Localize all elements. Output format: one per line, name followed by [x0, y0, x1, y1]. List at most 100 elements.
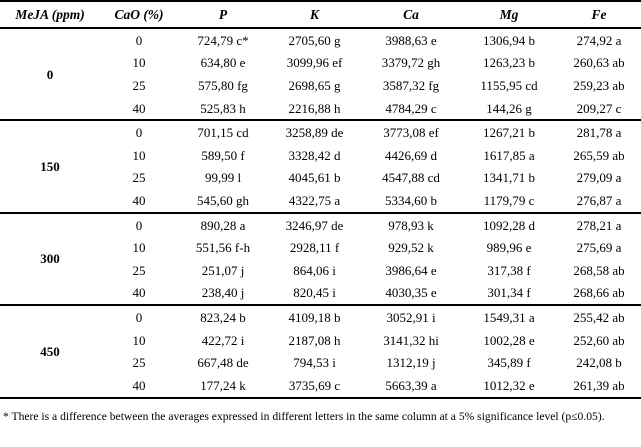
cell-p: 890,28 a: [200, 217, 246, 233]
table-row: 10 551,56 f-h 2928,11 f 929,52 k 989,96 …: [0, 236, 641, 259]
cell-p: 823,24 b: [200, 309, 246, 325]
cell-fe: 242,08 b: [576, 355, 622, 371]
cell-mg: 1002,28 e: [483, 332, 535, 348]
cell-mg: 1306,94 b: [483, 32, 535, 48]
cell-fe: 265,59 ab: [573, 147, 625, 163]
cell-ca: 4547,88 cd: [382, 170, 440, 186]
cell-mg: 345,89 f: [487, 355, 531, 371]
cell-cao: 10: [132, 55, 146, 71]
table-row: 450 0 823,24 b 4109,18 b 3052,91 i 1549,…: [0, 305, 641, 358]
cell-ca: 3988,63 e: [385, 32, 437, 48]
cell-ca: 5663,39 a: [385, 377, 437, 393]
cell-k: 4322,75 a: [288, 192, 341, 208]
cell-fe: 268,58 ab: [573, 262, 625, 278]
cell-p: 701,15 cd: [197, 125, 249, 141]
cell-mg: 1549,31 a: [483, 309, 535, 325]
cell-mg: 317,38 f: [487, 262, 531, 278]
cell-cao: 40: [132, 377, 146, 393]
meja-group-label-300: 300: [40, 251, 60, 267]
cell-ca: 3141,32 hi: [383, 332, 439, 348]
cell-fe: 274,92 a: [576, 32, 622, 48]
cell-k: 2187,08 h: [288, 332, 341, 348]
cell-ca: 1312,19 j: [386, 355, 436, 371]
significance-footnote: * There is a difference between the aver…: [3, 409, 605, 423]
cell-p: 575,80 fg: [198, 77, 248, 93]
table-row: 25 667,48 de 794,53 i 1312,19 j 345,89 f…: [0, 351, 641, 374]
cell-cao: 0: [135, 217, 143, 233]
cell-k: 820,45 i: [293, 285, 336, 301]
table-row: 300 0 890,28 a 3246,97 de 978,93 k 1092,…: [0, 212, 641, 265]
cell-k: 2216,88 h: [288, 100, 341, 116]
cell-ca: 929,52 k: [388, 240, 434, 256]
cell-k: 864,06 i: [293, 262, 336, 278]
cell-p: 589,50 f: [201, 147, 245, 163]
col-header-mg: Mg: [461, 1, 557, 29]
cell-k: 794,53 i: [293, 355, 336, 371]
cell-ca: 3986,64 e: [385, 262, 437, 278]
cell-fe: 275,69 a: [576, 240, 622, 256]
cell-p: 545,60 gh: [197, 192, 249, 208]
col-header-cao: CaO (%): [100, 1, 178, 29]
cell-cao: 25: [132, 170, 146, 186]
cell-p: 99,99 l: [204, 170, 242, 186]
table-row: 25 99,99 l 4045,61 b 4547,88 cd 1341,71 …: [0, 167, 641, 190]
cell-cao: 25: [132, 262, 146, 278]
header-row: MeJA (ppm) CaO (%) P K Ca Mg Fe: [0, 1, 641, 29]
cell-ca: 5334,60 b: [385, 192, 437, 208]
cell-k: 3258,89 de: [285, 125, 344, 141]
cell-fe: 279,09 a: [576, 170, 622, 186]
cell-k: 3246,97 de: [285, 217, 344, 233]
cell-ca: 978,93 k: [388, 217, 434, 233]
table-row: 10 589,50 f 3328,42 d 4426,69 d 1617,85 …: [0, 144, 641, 167]
cell-mg: 301,34 f: [487, 285, 531, 301]
cell-fe: 281,78 a: [576, 125, 622, 141]
cell-k: 3328,42 d: [288, 147, 341, 163]
table-row: 10 422,72 i 2187,08 h 3141,32 hi 1002,28…: [0, 329, 641, 352]
cell-fe: 261,39 ab: [573, 377, 625, 393]
cell-cao: 0: [135, 32, 143, 48]
cell-p: 238,40 j: [201, 285, 245, 301]
cell-ca: 3587,32 fg: [382, 77, 440, 93]
cell-mg: 1263,23 b: [483, 55, 535, 71]
table-row: 40 525,83 h 2216,88 h 4784,29 c 144,26 g…: [0, 97, 641, 121]
table-row: 0 0 724,79 c* 2705,60 g 3988,63 e 1306,9…: [0, 28, 641, 81]
cell-k: 2705,60 g: [288, 32, 341, 48]
meja-group-label-0: 0: [46, 66, 54, 82]
meja-group-label-450: 450: [40, 343, 60, 359]
cell-p: 525,83 h: [200, 100, 246, 116]
cell-cao: 10: [132, 147, 146, 163]
table-row: 150 0 701,15 cd 3258,89 de 3773,08 ef 12…: [0, 120, 641, 173]
cell-mg: 1267,21 b: [483, 125, 535, 141]
cell-cao: 0: [135, 125, 143, 141]
table-row: 40 177,24 k 3735,69 c 5663,39 a 1012,32 …: [0, 374, 641, 398]
table-row: 25 575,80 fg 2698,65 g 3587,32 fg 1155,9…: [0, 74, 641, 97]
cell-p: 551,56 f-h: [195, 240, 251, 256]
cell-k: 3099,96 ef: [286, 55, 343, 71]
cell-cao: 25: [132, 77, 146, 93]
cell-cao: 25: [132, 355, 146, 371]
table-row: 40 545,60 gh 4322,75 a 5334,60 b 1179,79…: [0, 189, 641, 213]
cell-ca: 3052,91 i: [386, 309, 436, 325]
cell-p: 422,72 i: [201, 332, 245, 348]
cell-p: 634,80 e: [200, 55, 246, 71]
cell-cao: 10: [132, 332, 146, 348]
cell-cao: 10: [132, 240, 146, 256]
cell-mg: 1092,28 d: [483, 217, 535, 233]
cell-p: 667,48 de: [197, 355, 249, 371]
cell-mg: 1179,79 c: [483, 192, 535, 208]
cell-cao: 40: [132, 100, 146, 116]
cell-p: 724,79 c*: [197, 32, 249, 48]
cell-p: 251,07 j: [201, 262, 245, 278]
cell-mg: 1155,95 cd: [480, 77, 538, 93]
cell-fe: 259,23 ab: [573, 77, 625, 93]
cell-ca: 3773,08 ef: [383, 125, 439, 141]
cell-ca: 4426,69 d: [385, 147, 437, 163]
table-row: 40 238,40 j 820,45 i 4030,35 e 301,34 f …: [0, 282, 641, 306]
cell-fe: 260,63 ab: [573, 55, 625, 71]
cell-k: 4109,18 b: [288, 309, 341, 325]
cell-mg: 1617,85 a: [483, 147, 535, 163]
col-header-p: P: [178, 1, 268, 29]
cell-k: 2928,11 f: [289, 240, 340, 256]
cell-cao: 40: [132, 285, 146, 301]
